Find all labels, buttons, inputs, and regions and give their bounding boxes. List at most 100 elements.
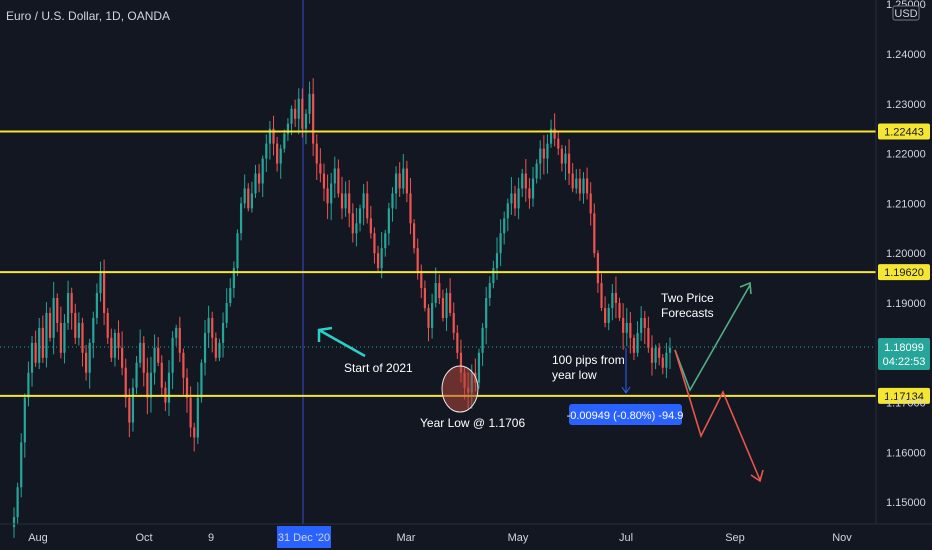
candle-body: [297, 98, 300, 119]
candle-body: [481, 327, 484, 353]
candle-body: [66, 293, 70, 323]
candle-body: [661, 357, 664, 368]
forecast-label-line2: Forecasts: [661, 306, 714, 320]
candle-body: [185, 377, 189, 398]
candle-body: [239, 203, 243, 234]
candle-body: [560, 148, 563, 164]
candle-body: [128, 397, 131, 423]
candle-body: [200, 362, 203, 398]
candle-body: [369, 218, 372, 234]
candle-body: [113, 332, 117, 358]
candle-body: [640, 317, 643, 333]
candle-body: [203, 332, 207, 363]
current-price-countdown: 04:22:53: [883, 356, 926, 368]
current-price-label: 1.18099 04:22:53: [878, 338, 930, 370]
time-axis-tick: Aug: [28, 532, 48, 544]
candle-body: [77, 322, 80, 338]
candle-body: [373, 233, 376, 254]
candle-body: [445, 293, 448, 318]
candle-body: [308, 93, 311, 114]
candle-body: [366, 193, 369, 219]
candle-body: [167, 372, 171, 403]
candle-body: [492, 268, 495, 284]
forecast-label-line1: Two Price: [661, 291, 714, 305]
candle-body: [528, 188, 531, 199]
candle-body: [557, 138, 560, 149]
candle-body: [99, 273, 102, 294]
candle-body: [272, 128, 275, 144]
price-axis-tick: 1.20000: [886, 248, 926, 260]
candle-body: [48, 312, 52, 338]
measure-arrow: [621, 348, 631, 394]
horizontal-levels: 1.22443 1.19620 1.17134: [0, 123, 930, 404]
candle-body: [604, 307, 607, 323]
candle-body: [398, 173, 401, 189]
candle-body: [106, 312, 109, 338]
candle-body: [157, 347, 160, 363]
price-axis-tick: 1.21000: [886, 198, 926, 210]
candle-body: [596, 253, 600, 284]
candle-body: [189, 397, 192, 428]
candle-body: [351, 213, 354, 234]
candle-body: [362, 193, 365, 209]
pips-label-line2: year low: [552, 368, 597, 382]
candle-body: [427, 307, 430, 328]
level-label-box: [878, 264, 930, 281]
candle-body: [236, 233, 239, 269]
candle-body: [160, 362, 163, 388]
candle-body: [589, 193, 592, 214]
candle-body: [409, 193, 412, 224]
candle-body: [658, 347, 661, 358]
candle-body: [12, 517, 16, 528]
candle-body: [250, 193, 253, 209]
candle-body: [279, 148, 282, 164]
candle-body: [575, 178, 578, 189]
time-axis-tick: 9: [208, 532, 214, 544]
candle-body: [221, 322, 225, 343]
candle-body: [477, 352, 481, 383]
candle-body: [70, 293, 73, 313]
candle-body: [196, 397, 199, 438]
time-axis-tick: Oct: [135, 532, 152, 544]
candle-body: [225, 303, 228, 323]
candle-body: [456, 332, 459, 353]
candle-body: [394, 173, 398, 194]
candle-body: [380, 248, 383, 269]
candle-body: [549, 128, 553, 144]
candle-body: [495, 253, 499, 269]
candle-body: [261, 158, 264, 184]
candle-body: [459, 352, 463, 373]
candle-body: [344, 193, 347, 209]
candle-body: [254, 173, 257, 194]
candle-body: [193, 427, 196, 438]
candle-body: [654, 347, 657, 363]
candle-body: [257, 173, 261, 184]
price-axis-tick: 1.15000: [886, 497, 926, 509]
candlestick-series: [12, 78, 672, 538]
candle-body: [74, 312, 77, 338]
level-label-box: [878, 387, 930, 404]
level-label: 1.22443: [884, 127, 924, 139]
candle-body: [384, 233, 387, 249]
candle-body: [391, 193, 394, 209]
candle-body: [629, 322, 632, 338]
candle-body: [441, 298, 445, 318]
candle-body: [301, 98, 304, 129]
time-axis[interactable]: Aug Oct 9 31 Dec '20 Mar May Jul Sep Nov: [28, 526, 852, 548]
candle-body: [416, 248, 419, 274]
candle-body: [535, 163, 538, 179]
candle-body: [643, 317, 646, 328]
candle-body: [503, 218, 506, 234]
time-axis-tick: May: [508, 532, 529, 544]
candle-body: [265, 143, 268, 159]
time-axis-tick: Jul: [619, 532, 633, 544]
price-axis-tick: 1.24000: [886, 49, 926, 61]
start-2021-arrow: [317, 326, 366, 358]
candle-body: [121, 347, 124, 368]
candle-body: [632, 337, 636, 353]
candle-body: [542, 148, 545, 159]
candle-body: [84, 352, 88, 373]
candle-body: [229, 288, 232, 303]
candle-body: [668, 347, 672, 353]
